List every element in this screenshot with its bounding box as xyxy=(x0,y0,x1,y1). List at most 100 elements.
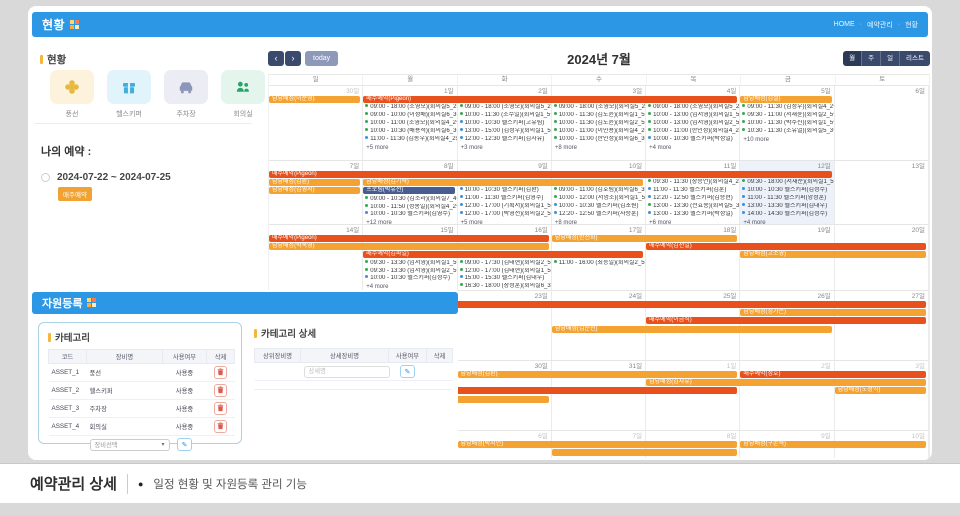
day-cell[interactable]: 6일 xyxy=(835,86,929,160)
event-bar[interactable]: 담당배정(김환) xyxy=(269,179,361,187)
day-cell[interactable]: 30일 xyxy=(458,361,552,430)
calendar-event[interactable]: 10:00 - 13:00 (임서영)(회의실2_5층(P xyxy=(646,120,739,128)
day-cell[interactable]: 5일 09:00 - 11:30 (김정우)(회의실4_2층) 09:30 - 11… xyxy=(740,86,835,160)
event-bar[interactable] xyxy=(551,449,738,457)
more-events-link[interactable]: +4 more xyxy=(649,144,672,151)
day-cell[interactable]: 1일 xyxy=(646,361,741,430)
resource-card[interactable]: 회의실 xyxy=(221,70,265,119)
day-cell[interactable]: 27일 xyxy=(835,291,929,360)
event-bar[interactable]: 담당배정(노성익) xyxy=(834,387,926,395)
calendar-event[interactable]: 10:00 - 11:30 (조수일)(회의실1_5층(대 xyxy=(458,112,551,120)
day-cell[interactable]: 18일 xyxy=(646,225,741,290)
day-cell[interactable]: 24일 xyxy=(552,291,647,360)
day-cell[interactable]: 13일 xyxy=(835,161,929,224)
view-button-월[interactable]: 월 xyxy=(843,51,862,66)
calendar-event[interactable]: 10:00 - 10:30 헬스키퍼(박정일) xyxy=(646,135,739,144)
calendar-event[interactable]: 09:00 - 18:00 (조영모)(회의실5_2층) xyxy=(646,104,739,112)
calendar-event[interactable]: 12:00 - 17:00 (김태현)(회의실1_5층(대 xyxy=(458,267,551,276)
day-cell[interactable]: 3일 09:00 - 18:00 (조영모)(회의실5_2층) 10:00 - 11… xyxy=(552,86,647,160)
breadcrumb-item[interactable]: 현황 xyxy=(905,21,918,29)
day-cell[interactable]: 2일 09:00 - 18:00 (조영모)(회의실5_2층) 10:00 - 11… xyxy=(458,86,552,160)
calendar-event[interactable]: 15:00 - 15:30 헬스키퍼(김대우) xyxy=(458,275,551,283)
event-bar[interactable]: 담당배정(김자유) xyxy=(646,379,926,387)
view-button-일[interactable]: 일 xyxy=(880,51,900,66)
calendar-event[interactable]: 12:00 - 17:00 (박영선)(회의실2_5층(PT xyxy=(458,211,551,219)
breadcrumb-item[interactable]: 예약관리 xyxy=(867,21,893,29)
day-cell[interactable]: 20일 xyxy=(835,225,929,290)
day-cell[interactable]: 1일 09:00 - 18:00 (조영모)(회의실5_2층) 09:00 - 10… xyxy=(363,86,458,160)
my-reservation-item[interactable]: 2024-07-22 ~ 2024-07-25 xyxy=(41,172,171,183)
event-bar[interactable]: 매주예약(정호) xyxy=(740,371,926,378)
calendar-event[interactable]: 09:00 - 18:00 (조영모)(회의실5_2층) xyxy=(458,104,551,112)
more-events-link[interactable]: +12 more xyxy=(366,220,392,227)
event-bar[interactable]: 담당배정(정가은) xyxy=(740,309,926,317)
calendar-event[interactable]: 10:00 - 11:00 (한인정)(회의실4_2층) xyxy=(646,127,739,136)
resource-card[interactable]: 헬스키퍼 xyxy=(107,70,151,119)
day-cell[interactable]: 23일 xyxy=(458,291,552,360)
event-bar[interactable] xyxy=(269,301,926,308)
save-detail-button[interactable]: ✎ xyxy=(400,365,415,378)
calendar-event[interactable]: 11:00 - 11:30 헬스키퍼(김영주) xyxy=(458,195,551,203)
day-cell[interactable]: 8일 xyxy=(646,431,741,458)
more-events-link[interactable]: +3 more xyxy=(460,144,483,151)
calendar-event[interactable]: 10:00 - 11:30 (박주신)(회의실1_5층(대 xyxy=(740,120,834,128)
calendar-event[interactable]: 10:00 - 11:30 (김도윤)(회의실1_5층(대 xyxy=(552,112,645,120)
calendar-event[interactable]: 13:00 - 13:30 헬스키퍼(박정일) xyxy=(646,210,739,219)
more-events-link[interactable]: +5 more xyxy=(366,144,389,151)
calendar-event[interactable]: 10:00 - 10:30 헬스키퍼(김영수) xyxy=(363,211,456,219)
delete-category-button[interactable] xyxy=(214,366,227,379)
day-cell[interactable]: 4일 09:00 - 18:00 (조영모)(회의실5_2층) 10:00 - 13… xyxy=(646,86,741,160)
calendar-event[interactable]: 11:00 - 11:30 헬스키퍼(양정훈) xyxy=(740,195,833,203)
event-bar[interactable]: 담당배정(박서연) xyxy=(457,441,738,448)
calendar-event[interactable]: 09:00 - 17:30 (김태현)(회의실2_5층(PT xyxy=(458,259,551,268)
breadcrumb-item[interactable]: HOME xyxy=(833,21,855,28)
calendar-event[interactable]: 09:00 - 18:00 (조영모)(회의실5_2층) xyxy=(363,104,457,112)
calendar-event[interactable]: 13:00 - 15:00 (김정우)(회의실1_5층(대 xyxy=(458,127,551,136)
day-cell[interactable]: 9일 10:00 - 10:30 헬스키퍼(김환) 11:00 - 11:30 헬스… xyxy=(458,161,552,227)
calendar-event[interactable]: 09:30 - 13:30 (임서영)(회의실2_5층(P xyxy=(363,267,457,276)
calendar-event[interactable]: 14:00 - 14:30 헬스키퍼(김정수) xyxy=(740,210,833,219)
calendar-event[interactable]: 09:00 - 18:00 (조영모)(회의실5_2층) xyxy=(552,104,645,112)
add-category-button[interactable]: ✎ xyxy=(177,438,192,451)
calendar-event[interactable]: 11:00 - 16:00 (최응일)(회의실2_5층(PT xyxy=(552,259,645,268)
equipment-select[interactable]: 장비선택 ▾ xyxy=(89,438,170,451)
calendar-event[interactable]: 12:00 - 12:30 헬스키퍼(김자유) xyxy=(458,135,551,144)
event-bar[interactable]: 담당배정(김철) xyxy=(740,96,832,103)
calendar-event[interactable]: 12:20 - 12:50 헬스키퍼(김승현) xyxy=(646,195,739,203)
calendar-event[interactable]: 09:00 - 10:30 (김소라)(회의실7_4층) xyxy=(363,195,457,204)
view-button-주[interactable]: 주 xyxy=(861,51,881,66)
event-bar[interactable]: 매주예약(김천일) xyxy=(646,243,926,251)
calendar-event[interactable]: 10:00 - 10:30 헬스키퍼(김정수) xyxy=(363,275,456,283)
calendar-event[interactable]: 09:00 - 11:30 (김정우)(회의실4_2층) xyxy=(740,104,834,112)
event-bar[interactable]: 매주예약(김파일) xyxy=(363,251,644,259)
day-cell[interactable]: 17일 11:00 - 16:00 (최응일)(회의실2_5층(PT xyxy=(552,225,647,290)
day-cell[interactable]: 10일 xyxy=(835,431,929,458)
more-events-link[interactable]: +6 more xyxy=(649,219,672,226)
event-bar[interactable] xyxy=(269,387,738,395)
calendar-event[interactable]: 10:00 - 10:30 헬스키퍼(김환) xyxy=(458,187,551,195)
calendar-event[interactable]: 10:00 - 10:30 헬스키퍼(김정수) xyxy=(740,187,833,195)
calendar-event[interactable]: 16:30 - 18:00 (장정훈)(회의실6_3층(PT xyxy=(458,283,551,291)
calendar-event[interactable]: 10:30 - 11:30 (조유열)(회의실5_3층(PT xyxy=(740,127,834,136)
more-events-link[interactable]: +8 more xyxy=(554,220,578,227)
event-bar[interactable]: 담당배정(김영서) xyxy=(269,187,361,195)
more-events-link[interactable]: +10 more xyxy=(743,136,769,143)
day-cell[interactable]: 26일 xyxy=(740,291,835,360)
more-events-link[interactable]: +5 more xyxy=(460,220,483,227)
delete-category-button[interactable] xyxy=(214,402,227,415)
calendar-event[interactable]: 10:00 - 11:00 (조영모)(회의실4_2층) xyxy=(363,120,457,128)
calendar-event[interactable]: 13:00 - 13:30 (전효종)(회의실5_3층(PT xyxy=(646,202,739,211)
day-cell[interactable]: 7일 xyxy=(269,161,364,224)
calendar-event[interactable]: 11:00 - 11:30 헬스키퍼(김훈) xyxy=(646,187,739,195)
radio-button[interactable] xyxy=(41,173,50,182)
calendar-event[interactable]: 09:00 - 11:00 (김호림)(회의실6_3층(PT xyxy=(552,187,645,195)
day-cell[interactable]: 11일 09:30 - 11:30 (장승연)(회의실4_2층) 11:00 - 1… xyxy=(646,161,741,226)
event-bar[interactable]: 담당배정(김순천) xyxy=(551,325,832,333)
event-bar[interactable]: 매주예약(Pigeon) xyxy=(269,235,549,242)
event-bar[interactable]: 매주예약(Pigeon) xyxy=(269,171,832,178)
day-cell[interactable]: 8일 09:00 - 10:30 (김소라)(회의실7_4층) 10:00 - 11… xyxy=(363,161,458,227)
event-bar[interactable]: 담당배정(김환) xyxy=(457,371,738,378)
calendar-event[interactable]: 10:00 - 11:00 (한인정)(회의실6_3층(PT xyxy=(552,135,645,144)
calendar-event[interactable]: 09:30 - 11:00 (서재윤)(회의실2_5층(PT xyxy=(740,112,834,120)
